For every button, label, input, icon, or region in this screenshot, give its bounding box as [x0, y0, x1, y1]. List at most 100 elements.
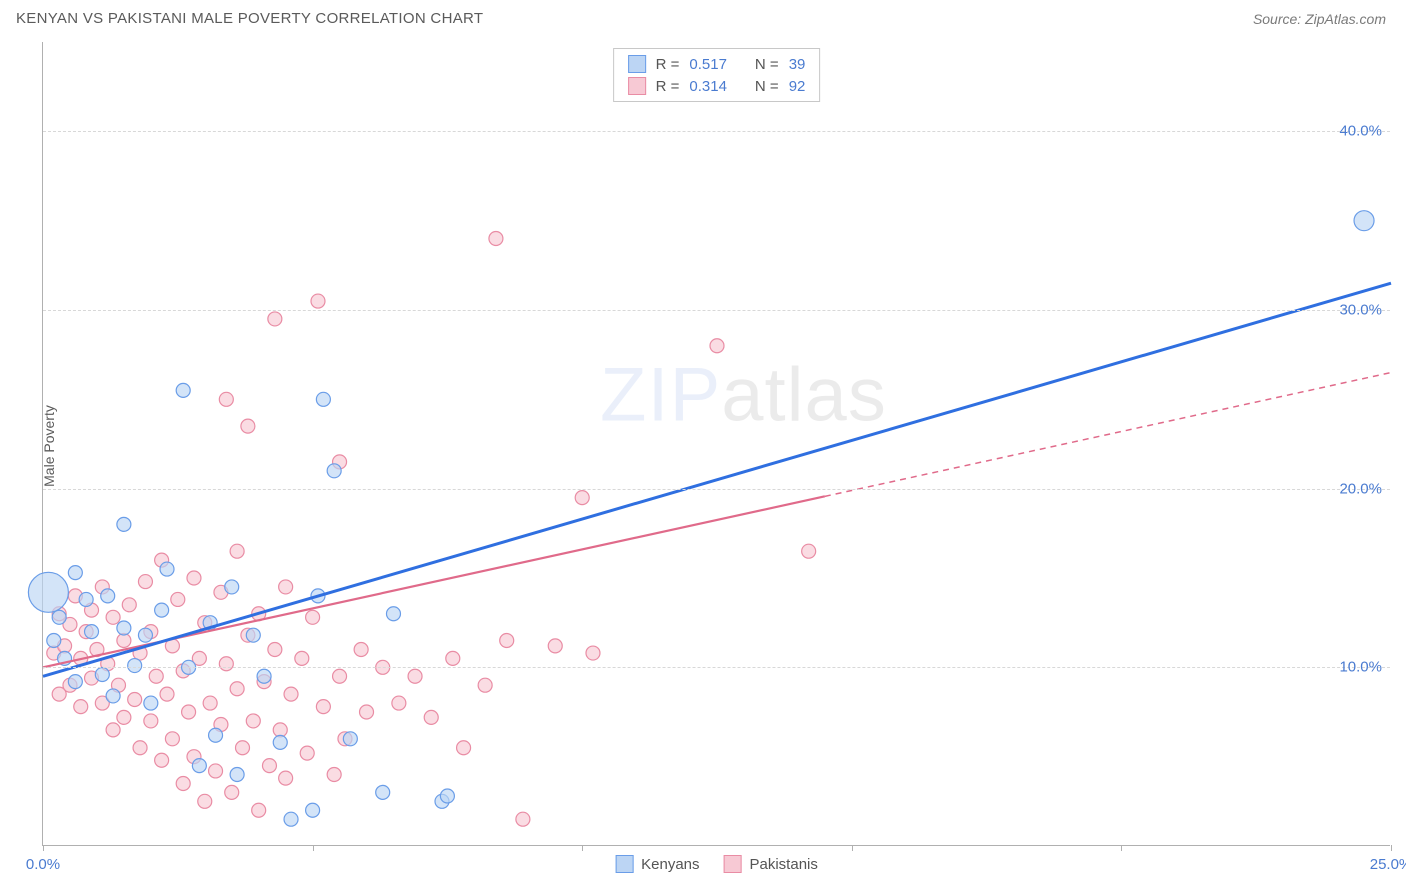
y-tick-label: 30.0%	[1339, 302, 1382, 319]
y-tick-label: 20.0%	[1339, 480, 1382, 497]
x-tick	[43, 845, 44, 851]
scatter-point-pakistanis	[575, 491, 589, 505]
scatter-point-pakistanis	[802, 544, 816, 558]
scatter-point-pakistanis	[209, 764, 223, 778]
scatter-point-pakistanis	[457, 741, 471, 755]
scatter-point-pakistanis	[122, 598, 136, 612]
scatter-point-pakistanis	[106, 723, 120, 737]
scatter-point-pakistanis	[230, 544, 244, 558]
scatter-point-pakistanis	[241, 419, 255, 433]
scatter-point-pakistanis	[500, 634, 514, 648]
bottom-legend: Kenyans Pakistanis	[615, 855, 818, 873]
scatter-point-pakistanis	[128, 692, 142, 706]
scatter-point-pakistanis	[489, 232, 503, 246]
scatter-point-pakistanis	[586, 646, 600, 660]
scatter-point-pakistanis	[273, 723, 287, 737]
scatter-point-pakistanis	[160, 687, 174, 701]
scatter-point-pakistanis	[138, 575, 152, 589]
x-tick	[852, 845, 853, 851]
scatter-point-kenyans	[117, 517, 131, 531]
scatter-point-pakistanis	[268, 312, 282, 326]
x-tick-label: 0.0%	[26, 856, 60, 873]
legend-item-kenyans: Kenyans	[615, 855, 699, 873]
legend-swatch-pakistanis	[724, 855, 742, 873]
chart-svg	[43, 42, 1390, 845]
legend-swatch-pakistanis	[628, 77, 646, 95]
scatter-point-kenyans	[144, 696, 158, 710]
gridline	[43, 131, 1390, 132]
stat-n-label: N =	[755, 78, 779, 95]
stat-r-label: R =	[656, 78, 680, 95]
stat-n-value-kenyans: 39	[789, 56, 806, 73]
scatter-point-pakistanis	[106, 610, 120, 624]
scatter-point-kenyans	[52, 610, 66, 624]
scatter-point-pakistanis	[176, 776, 190, 790]
scatter-point-kenyans	[106, 689, 120, 703]
stat-n-label: N =	[755, 56, 779, 73]
scatter-point-pakistanis	[236, 741, 250, 755]
scatter-point-kenyans	[138, 628, 152, 642]
scatter-point-pakistanis	[446, 651, 460, 665]
scatter-point-pakistanis	[225, 785, 239, 799]
scatter-point-kenyans	[225, 580, 239, 594]
scatter-point-pakistanis	[252, 803, 266, 817]
scatter-point-pakistanis	[117, 710, 131, 724]
x-tick	[1121, 845, 1122, 851]
scatter-point-pakistanis	[408, 669, 422, 683]
scatter-point-kenyans	[155, 603, 169, 617]
scatter-point-pakistanis	[516, 812, 530, 826]
scatter-point-kenyans	[47, 634, 61, 648]
scatter-point-kenyans	[68, 566, 82, 580]
gridline	[43, 310, 1390, 311]
scatter-point-kenyans	[327, 464, 341, 478]
scatter-point-pakistanis	[219, 392, 233, 406]
chart-source: Source: ZipAtlas.com	[1253, 11, 1386, 27]
scatter-point-kenyans	[85, 625, 99, 639]
stat-r-value-pakistanis: 0.314	[689, 78, 727, 95]
legend-label-kenyans: Kenyans	[641, 856, 699, 873]
scatter-point-pakistanis	[187, 571, 201, 585]
scatter-point-pakistanis	[327, 768, 341, 782]
scatter-point-pakistanis	[144, 714, 158, 728]
chart-header: KENYAN VS PAKISTANI MALE POVERTY CORRELA…	[0, 0, 1406, 33]
scatter-point-kenyans	[176, 383, 190, 397]
scatter-point-kenyans	[128, 659, 142, 673]
stat-r-value-kenyans: 0.517	[689, 56, 727, 73]
scatter-point-kenyans	[376, 785, 390, 799]
scatter-point-kenyans	[79, 592, 93, 606]
scatter-point-pakistanis	[279, 771, 293, 785]
y-tick-label: 10.0%	[1339, 659, 1382, 676]
stat-row-kenyans: R = 0.517 N = 39	[628, 53, 806, 75]
scatter-point-pakistanis	[333, 669, 347, 683]
x-tick-label: 25.0%	[1370, 856, 1406, 873]
scatter-point-kenyans	[284, 812, 298, 826]
scatter-point-pakistanis	[117, 634, 131, 648]
scatter-point-pakistanis	[710, 339, 724, 353]
gridline	[43, 489, 1390, 490]
scatter-point-pakistanis	[198, 794, 212, 808]
scatter-point-pakistanis	[316, 700, 330, 714]
scatter-point-kenyans	[209, 728, 223, 742]
scatter-point-pakistanis	[478, 678, 492, 692]
scatter-point-kenyans	[95, 667, 109, 681]
x-tick	[582, 845, 583, 851]
stat-r-label: R =	[656, 56, 680, 73]
stat-box: R =0.517N =39R =0.314N =92	[613, 48, 821, 102]
scatter-point-pakistanis	[284, 687, 298, 701]
scatter-point-pakistanis	[203, 696, 217, 710]
scatter-point-pakistanis	[133, 741, 147, 755]
scatter-point-kenyans	[28, 572, 68, 612]
trend-line-dashed-pakistanis	[825, 373, 1391, 497]
legend-label-pakistanis: Pakistanis	[750, 856, 818, 873]
scatter-point-pakistanis	[268, 642, 282, 656]
scatter-point-pakistanis	[155, 753, 169, 767]
gridline	[43, 667, 1390, 668]
scatter-point-pakistanis	[246, 714, 260, 728]
scatter-point-kenyans	[386, 607, 400, 621]
scatter-point-pakistanis	[230, 682, 244, 696]
scatter-point-pakistanis	[295, 651, 309, 665]
scatter-point-pakistanis	[354, 642, 368, 656]
scatter-point-kenyans	[117, 621, 131, 635]
scatter-point-pakistanis	[171, 592, 185, 606]
scatter-point-pakistanis	[74, 700, 88, 714]
